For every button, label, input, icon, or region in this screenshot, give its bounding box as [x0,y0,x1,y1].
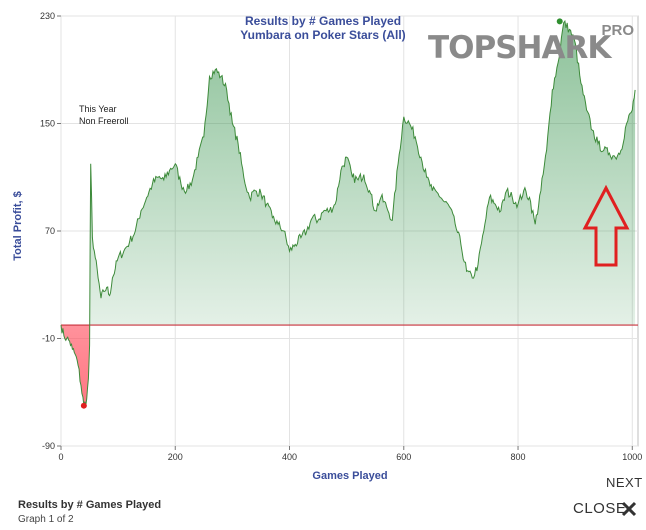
min-point-marker [80,402,87,409]
up-arrow-annotation [582,184,630,267]
profit-series-line [60,19,636,406]
close-icon[interactable] [621,500,637,518]
legend-item-non-freeroll: Non Freeroll [79,116,129,126]
y-axis-label: Total Profit, $ [12,191,24,261]
chart-legend: This Year Non Freeroll [79,103,129,127]
profit-area-fill [89,21,636,326]
chart-title: Results by # Games Played [244,14,402,28]
footer-page-indicator: Graph 1 of 2 [18,514,74,525]
profit-area [89,21,636,326]
max-point-marker [556,18,563,25]
legend-item-year: This Year [79,104,117,114]
footer-title: Results by # Games Played [18,499,162,511]
chart-subtitle: Yumbara on Poker Stars (All) [240,28,406,42]
next-button[interactable]: NEXT [606,475,643,490]
y-tick-label: 150 [40,119,55,129]
x-axis-ticks: 0 200 400 600 800 1000 [58,446,642,462]
y-axis-ticks: -90 -10 70 150 230 [40,11,61,451]
y-tick-label: -90 [42,441,55,451]
y-tick-label: -10 [42,334,55,344]
y-tick-label: 70 [45,226,55,236]
y-tick-label: 230 [40,11,55,21]
x-tick-label: 800 [511,452,526,462]
logo-brand-text: TOPSHARK [428,30,611,66]
x-tick-label: 200 [168,452,183,462]
x-tick-label: 1000 [622,452,642,462]
x-tick-label: 0 [58,452,63,462]
topshark-logo: TOPSHARK PRO [428,16,638,68]
x-axis-label: Games Played [312,470,388,482]
logo-pro-text: PRO [601,22,634,39]
x-tick-label: 400 [282,452,297,462]
x-tick-label: 600 [396,452,411,462]
close-button[interactable]: CLOSE [573,500,627,517]
